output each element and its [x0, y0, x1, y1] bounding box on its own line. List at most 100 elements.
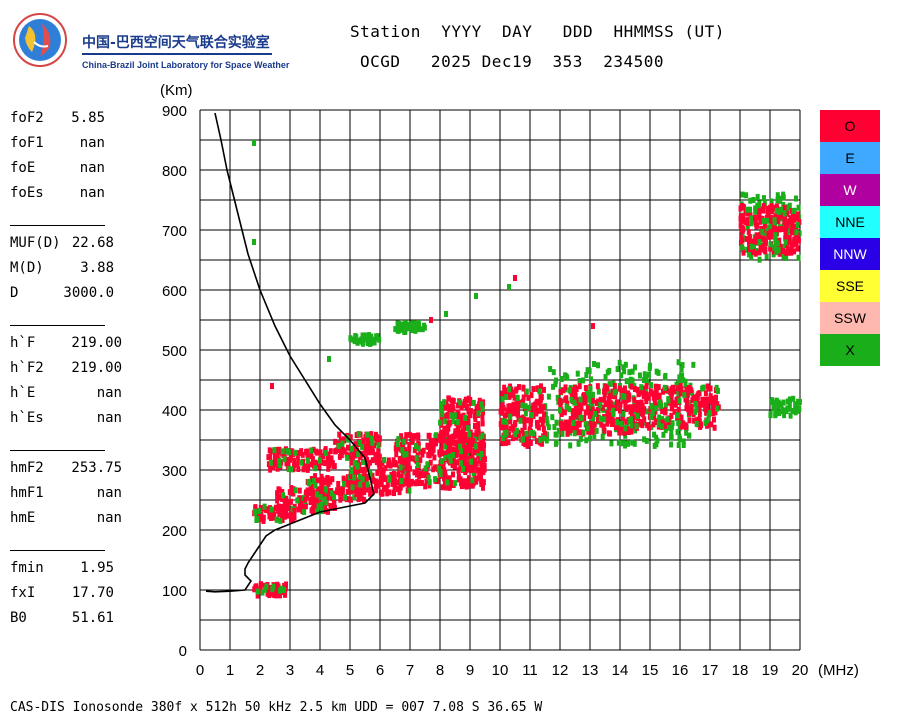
- x-trace-point: [616, 439, 621, 446]
- o-trace-point: [275, 497, 280, 504]
- o-trace-point: [607, 430, 612, 437]
- o-trace-point: [608, 400, 613, 407]
- o-trace-point: [533, 405, 538, 412]
- o-trace-point: [476, 453, 481, 460]
- o-trace-point: [410, 455, 415, 462]
- o-trace-point: [651, 421, 656, 428]
- o-trace-point: [428, 442, 433, 449]
- o-trace-point: [322, 503, 327, 510]
- o-trace-point: [407, 431, 412, 438]
- o-trace-point: [741, 249, 746, 256]
- o-trace-point: [531, 386, 536, 393]
- x-trace-point: [425, 461, 430, 468]
- o-trace-point: [445, 403, 450, 410]
- x-trace-point: [587, 367, 592, 374]
- x-trace-point: [523, 410, 528, 417]
- param-value: 3.88: [80, 260, 114, 276]
- o-trace-point: [459, 480, 464, 487]
- o-trace-point: [504, 423, 509, 430]
- o-trace-point: [445, 438, 450, 445]
- x-trace-point: [645, 379, 650, 386]
- x-trace-point: [578, 435, 583, 442]
- o-trace-point: [535, 438, 540, 445]
- o-trace-point: [423, 483, 428, 490]
- x-trace-point: [480, 405, 485, 412]
- o-trace-point: [633, 405, 638, 412]
- o-trace-point: [466, 395, 471, 402]
- o-trace-point: [380, 490, 385, 497]
- o-trace-point: [647, 424, 652, 431]
- o-trace-point: [366, 446, 371, 453]
- o-trace-point: [789, 247, 794, 254]
- x-trace-point: [500, 396, 505, 403]
- instrument-footer: CAS-DIS Ionosonde 380f x 512h 50 kHz 2.5…: [10, 700, 543, 715]
- o-trace-point: [382, 474, 387, 481]
- x-trace-point: [415, 461, 420, 468]
- x-trace-point: [360, 332, 365, 339]
- o-trace-point: [563, 419, 568, 426]
- x-trace-point: [630, 377, 635, 384]
- o-trace-point: [277, 446, 282, 453]
- x-trace-point: [649, 403, 654, 410]
- o-trace-point: [782, 204, 787, 211]
- x-trace-point: [350, 484, 355, 491]
- o-trace-point: [616, 424, 621, 431]
- x-trace-point: [757, 239, 762, 246]
- o-trace-point: [377, 458, 382, 465]
- o-trace-point: [558, 397, 563, 404]
- x-trace-point: [621, 364, 626, 371]
- separator: [10, 325, 105, 326]
- param-value: 219.00: [71, 335, 122, 351]
- o-trace-point: [472, 462, 477, 469]
- x-trace-point: [686, 432, 691, 439]
- o-trace-point: [637, 390, 642, 397]
- param-name: MUF(D): [10, 235, 61, 251]
- o-trace-point: [710, 399, 715, 406]
- o-trace-point: [464, 436, 469, 443]
- x-trace-point: [554, 419, 559, 426]
- x-trace-point: [360, 476, 365, 483]
- o-trace-point: [310, 505, 315, 512]
- x-trace-point: [622, 393, 627, 400]
- x-trace-point: [626, 440, 631, 447]
- logo-chinese-text: 中国-巴西空间天气联合实验室: [82, 35, 270, 51]
- x-trace-point: [752, 244, 757, 251]
- o-trace-point: [454, 447, 459, 454]
- o-trace-point: [639, 399, 644, 406]
- o-trace-point: [525, 442, 530, 449]
- o-trace-point: [471, 466, 476, 473]
- o-trace-point: [286, 512, 291, 519]
- x-tick-label: 18: [732, 662, 749, 679]
- o-trace-point: [692, 417, 697, 424]
- param-value: nan: [79, 185, 105, 201]
- x-tick-label: 13: [582, 662, 599, 679]
- o-trace-point: [319, 473, 324, 480]
- o-trace-point: [322, 459, 327, 466]
- x-trace-point: [784, 254, 789, 261]
- param-row: hmF1 nan: [10, 481, 122, 506]
- x-trace-point: [787, 396, 792, 403]
- x-trace-point: [774, 397, 779, 404]
- o-trace-point: [328, 478, 333, 485]
- param-value: 22.68: [71, 235, 114, 251]
- o-trace-point: [470, 463, 475, 470]
- x-trace-point: [777, 410, 782, 417]
- o-trace-point: [481, 409, 486, 416]
- o-trace-point: [315, 486, 320, 493]
- o-trace-point: [397, 479, 402, 486]
- x-trace-point: [797, 398, 802, 405]
- o-trace-point: [413, 480, 418, 487]
- o-trace-point: [468, 408, 473, 415]
- y-tick-label: 400: [162, 403, 187, 420]
- y-axis-label: (Km): [160, 82, 193, 99]
- x-tick-label: 16: [672, 662, 689, 679]
- x-trace-point: [451, 452, 456, 459]
- x-trace-point: [360, 444, 365, 451]
- x-trace-point: [312, 478, 317, 485]
- o-trace-point: [747, 239, 752, 246]
- x-trace-point: [669, 423, 674, 430]
- x-trace-point: [545, 420, 550, 427]
- x-trace-point: [400, 447, 405, 454]
- o-trace-point: [333, 438, 338, 445]
- o-trace-point: [477, 401, 482, 408]
